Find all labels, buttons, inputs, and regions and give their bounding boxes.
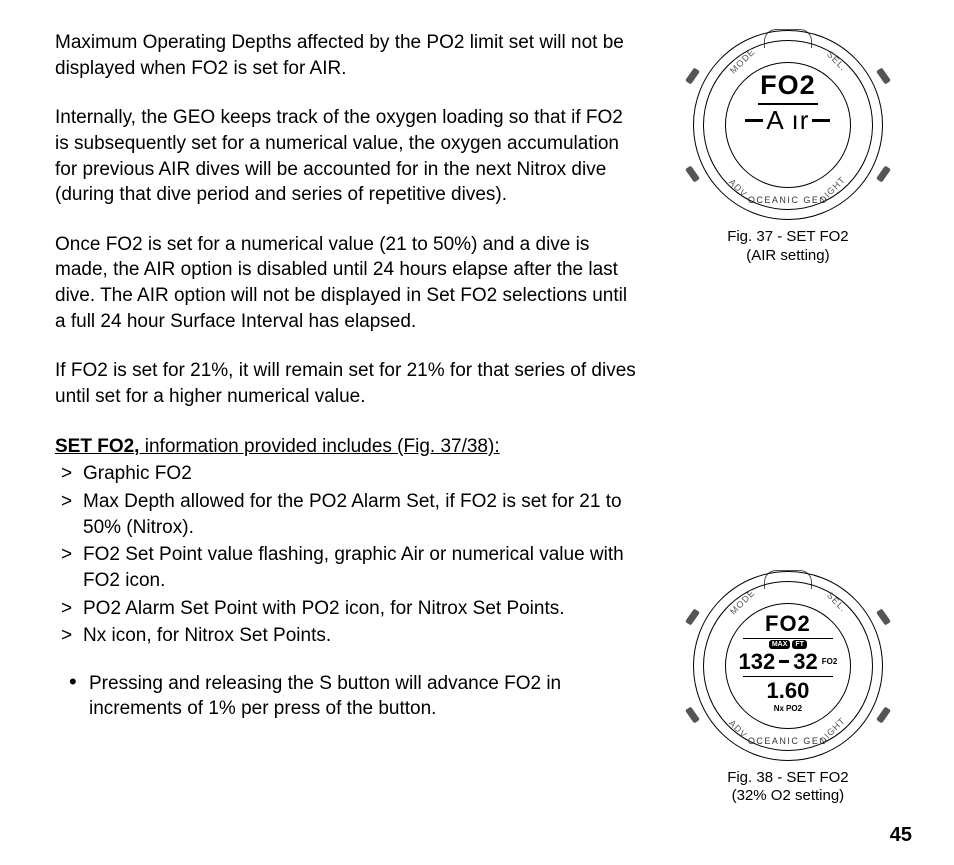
list-item: Max Depth allowed for the PO2 Alarm Set,…	[83, 489, 642, 540]
select-button-icon	[876, 67, 891, 84]
page-number: 45	[890, 824, 912, 847]
caption-line: Fig. 38 - SET FO2	[727, 769, 848, 786]
list-item: PO2 Alarm Set Point with PO2 icon, for N…	[83, 596, 642, 622]
select-button-icon	[876, 608, 891, 625]
list-item: Graphic FO2	[83, 461, 642, 487]
paragraph-4: If FO2 is set for 21%, it will remain se…	[55, 358, 642, 409]
lcd-display: FO2 MAX FT 132 32 FO2 1.60 N	[731, 609, 845, 723]
lcd-fo2-value: 32	[793, 649, 817, 675]
brand-label: OCEANIC GEO	[693, 195, 883, 205]
list-item: FO2 Set Point value flashing, graphic Ai…	[83, 542, 642, 593]
section-heading: SET FO2, information provided includes (…	[55, 434, 642, 460]
caption-line: (AIR setting)	[746, 247, 829, 264]
caption-line: (32% O2 setting)	[732, 787, 845, 804]
brand-label: OCEANIC GEO	[693, 736, 883, 746]
lcd-line2: A ır	[766, 105, 809, 136]
content-columns: Maximum Operating Depths affected by the…	[55, 30, 914, 806]
nx-badge: Nx	[774, 704, 784, 713]
list-item: Nx icon, for Nitrox Set Points.	[83, 623, 642, 649]
lcd-po2-value: 1.60	[766, 678, 809, 704]
paragraph-1: Maximum Operating Depths affected by the…	[55, 30, 642, 81]
feature-list: Graphic FO2 Max Depth allowed for the PO…	[55, 461, 642, 648]
advance-button-icon	[685, 165, 700, 182]
note-item: Pressing and releasing the S button will…	[89, 671, 642, 722]
lcd-display: FO2 A ır	[731, 68, 845, 182]
lcd-line1: FO2	[765, 611, 811, 637]
figure-37-caption: Fig. 37 - SET FO2 (AIR setting)	[727, 228, 848, 266]
light-button-icon	[876, 165, 891, 182]
lcd-depth: 132	[739, 649, 776, 675]
ft-badge: FT	[792, 640, 807, 649]
caption-line: Fig. 37 - SET FO2	[727, 228, 848, 245]
paragraph-2: Internally, the GEO keeps track of the o…	[55, 105, 642, 208]
figure-38-caption: Fig. 38 - SET FO2 (32% O2 setting)	[727, 769, 848, 807]
mode-button-icon	[685, 608, 700, 625]
lcd-line1: FO2	[760, 70, 816, 101]
manual-page: Maximum Operating Depths affected by the…	[0, 0, 954, 865]
section-title-bold: SET FO2,	[55, 436, 139, 457]
figure-38-watch: MODE SEL. ADV. LIGHT OCEANIC GEO FO2 MAX…	[693, 571, 883, 761]
fo2-badge: FO2	[822, 657, 838, 666]
figure-37-watch: MODE SEL. ADV. LIGHT OCEANIC GEO FO2 A ı…	[693, 30, 883, 220]
advance-button-icon	[685, 706, 700, 723]
note-list: Pressing and releasing the S button will…	[55, 671, 642, 722]
po2-badge: PO2	[786, 704, 802, 713]
body-text-column: Maximum Operating Depths affected by the…	[55, 30, 642, 806]
figure-column: MODE SEL. ADV. LIGHT OCEANIC GEO FO2 A ı…	[662, 30, 914, 806]
max-badge: MAX	[769, 640, 791, 649]
light-button-icon	[876, 706, 891, 723]
section-title-rest: information provided includes (Fig. 37/3…	[139, 436, 499, 457]
mode-button-icon	[685, 67, 700, 84]
paragraph-3: Once FO2 is set for a numerical value (2…	[55, 232, 642, 335]
